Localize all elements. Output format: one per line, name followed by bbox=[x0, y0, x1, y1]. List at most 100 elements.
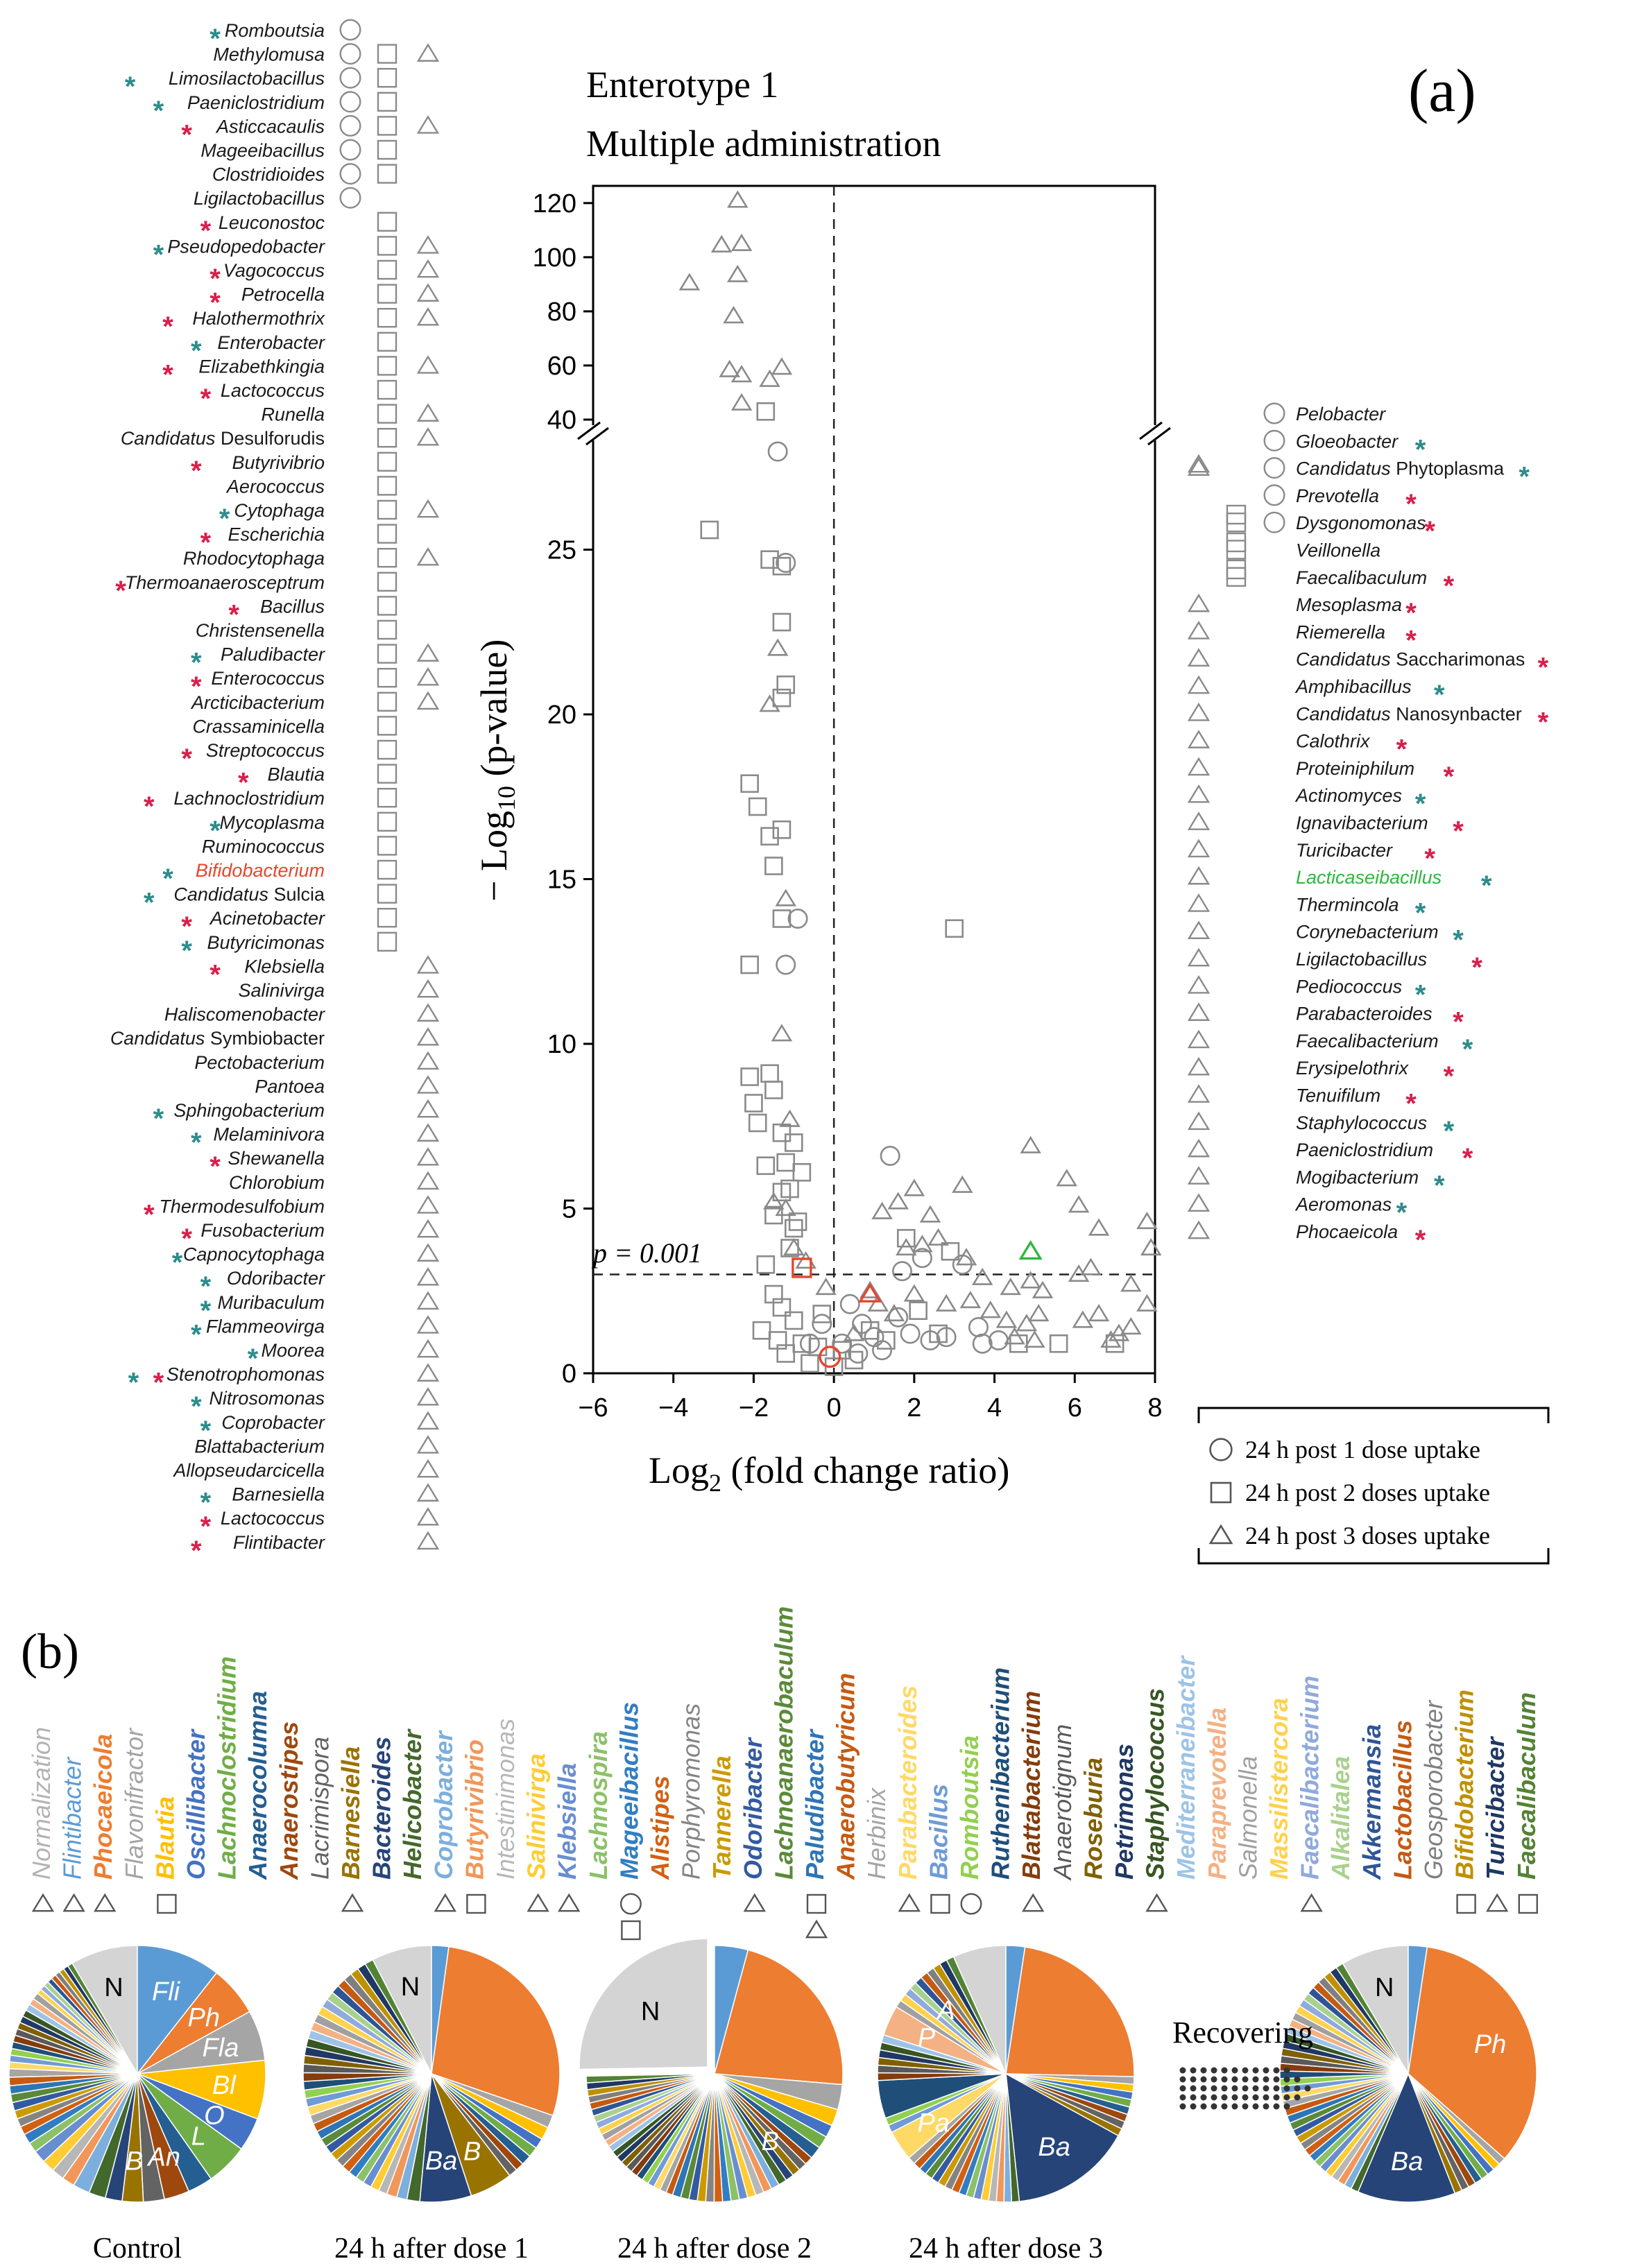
point-square bbox=[776, 1153, 796, 1172]
significance-star: * bbox=[209, 816, 221, 846]
marker-circle bbox=[339, 91, 361, 113]
point-triangle bbox=[1088, 1303, 1110, 1322]
genus-key-label: Flintibacter bbox=[58, 1756, 87, 1880]
genus-label: Lacticaseibacillus bbox=[1296, 867, 1442, 888]
pie-slice bbox=[946, 1956, 1007, 2074]
pie-caption: Control bbox=[93, 2233, 182, 2265]
point-square bbox=[764, 857, 783, 875]
marker-triangle bbox=[1187, 893, 1211, 912]
genus-label: Limosilactobacillus bbox=[169, 68, 325, 89]
genus-label: Butyricimonas bbox=[207, 932, 325, 953]
point-triangle bbox=[959, 1290, 982, 1309]
genus-key-label: Herbinix bbox=[862, 1787, 891, 1880]
marker-square bbox=[377, 787, 397, 808]
significance-star: * bbox=[1405, 1089, 1417, 1119]
pie-slice-label: Fli bbox=[152, 1977, 181, 2007]
point-square bbox=[756, 402, 776, 421]
genus-label: Fusobacterium bbox=[200, 1220, 325, 1241]
marker-triangle bbox=[416, 667, 440, 686]
marker-square bbox=[1226, 540, 1247, 560]
arrow-dot bbox=[1242, 2076, 1249, 2083]
key-marker-triangle bbox=[898, 1893, 921, 1912]
genus-label: Pelobacter bbox=[1296, 404, 1386, 424]
marker-circle bbox=[339, 67, 361, 89]
y-tick-label: 40 bbox=[547, 406, 576, 435]
key-marker-square bbox=[806, 1893, 827, 1914]
key-marker-triangle bbox=[1486, 1893, 1509, 1912]
significance-star: * bbox=[209, 288, 221, 318]
genus-label: Bacillus bbox=[260, 596, 325, 617]
genus-label: Aeromonas bbox=[1294, 1194, 1392, 1215]
significance-star: * bbox=[191, 1536, 202, 1566]
genus-label: Arcticibacterium bbox=[190, 692, 325, 713]
genus-key-label: Lacrimispora bbox=[305, 1737, 334, 1880]
y-tick-label: 80 bbox=[547, 298, 576, 327]
genus-key-label: Blattabacterium bbox=[1017, 1691, 1045, 1880]
marker-square bbox=[377, 691, 397, 712]
arrow-dot bbox=[1263, 2076, 1269, 2083]
highlight-point-triangle bbox=[1018, 1239, 1043, 1260]
marker-triangle bbox=[1187, 866, 1211, 885]
marker-circle bbox=[339, 163, 361, 185]
point-square bbox=[752, 1321, 771, 1340]
pie-slice-label: An bbox=[146, 2143, 180, 2172]
pie-slice-label: Ba bbox=[425, 2147, 457, 2176]
marker-triangle bbox=[1187, 1193, 1211, 1212]
point-square bbox=[772, 556, 792, 576]
genus-label: Moorea bbox=[261, 1340, 325, 1361]
significance-star: * bbox=[1538, 653, 1549, 683]
panel-a-letter: (a) bbox=[1408, 58, 1476, 125]
significance-star: * bbox=[1415, 979, 1426, 1010]
pie-slice-label: P bbox=[918, 2024, 936, 2053]
arrow-dot bbox=[1273, 2067, 1280, 2074]
significance-star: * bbox=[1444, 1116, 1455, 1146]
genus-label: Asticcacaulis bbox=[215, 116, 325, 137]
marker-triangle bbox=[416, 643, 440, 662]
key-marker-square bbox=[466, 1893, 486, 1914]
marker-square bbox=[377, 836, 397, 856]
arrow-dot bbox=[1263, 2067, 1269, 2074]
pie-slice-label: O bbox=[204, 2101, 225, 2130]
marker-triangle bbox=[416, 115, 440, 134]
genus-label: Haliscomenobacter bbox=[164, 1004, 325, 1025]
marker-circle bbox=[339, 114, 361, 137]
genus-key-label: Normalization bbox=[27, 1727, 55, 1880]
genus-label: Candidatus Nanosynbacter bbox=[1296, 703, 1522, 724]
point-triangle bbox=[710, 234, 733, 252]
pie-slice bbox=[364, 1959, 432, 2074]
genus-key-label: Bacteroides bbox=[368, 1737, 396, 1880]
marker-triangle bbox=[416, 1051, 440, 1070]
point-circle bbox=[839, 1294, 860, 1314]
significance-star: * bbox=[1434, 1170, 1445, 1201]
significance-star: * bbox=[1424, 843, 1435, 874]
point-triangle bbox=[763, 1192, 785, 1210]
point-triangle bbox=[912, 1235, 933, 1253]
key-marker-circle bbox=[619, 1893, 642, 1915]
arrow-dot bbox=[1211, 2094, 1217, 2101]
marker-triangle bbox=[416, 1243, 440, 1262]
marker-triangle bbox=[416, 43, 440, 62]
significance-star: * bbox=[1415, 789, 1426, 819]
point-square bbox=[812, 1305, 832, 1323]
significance-star: * bbox=[191, 1319, 202, 1350]
marker-triangle bbox=[1187, 1029, 1211, 1049]
point-square bbox=[744, 1094, 763, 1112]
significance-star: * bbox=[153, 239, 164, 270]
genus-label: Pantoea bbox=[255, 1076, 325, 1097]
genus-label: Flammeovirga bbox=[206, 1316, 325, 1337]
point-triangle bbox=[1136, 1211, 1158, 1230]
significance-star: * bbox=[200, 528, 212, 558]
point-triangle bbox=[871, 1201, 893, 1219]
arrow-dot bbox=[1200, 2076, 1207, 2083]
arrow-dot bbox=[1242, 2085, 1249, 2092]
marker-square bbox=[377, 44, 397, 64]
genus-key-label: Bifidobacterium bbox=[1451, 1690, 1479, 1880]
pie-slice bbox=[1408, 1946, 1537, 2160]
genus-key-label: Romboutsia bbox=[955, 1735, 984, 1880]
x-tick-label: −6 bbox=[578, 1393, 608, 1423]
genus-label: Candidatus Phytoplasma bbox=[1296, 458, 1505, 479]
x-tick-label: −4 bbox=[658, 1393, 688, 1423]
marker-square bbox=[377, 764, 397, 784]
point-triangle bbox=[723, 306, 744, 324]
